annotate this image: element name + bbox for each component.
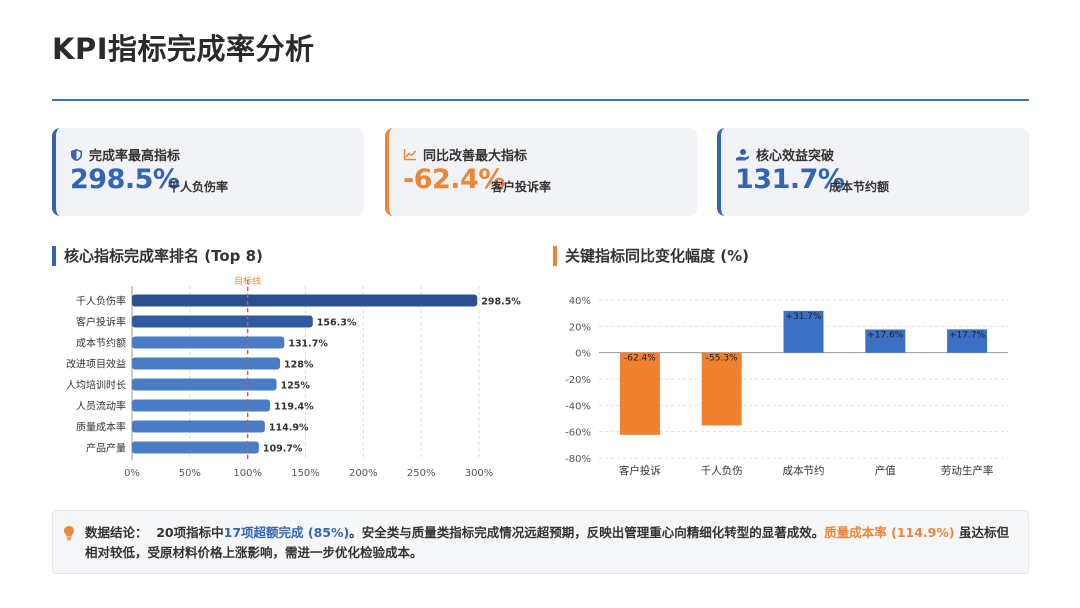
bar — [947, 329, 988, 353]
x-tick-label: 200% — [349, 468, 378, 479]
x-tick-label: 0% — [124, 468, 140, 479]
kpi-value: 298.5% — [70, 164, 180, 195]
bar — [132, 441, 259, 454]
page-title: KPI指标完成率分析 — [52, 32, 315, 66]
kpi-card-top-completion: 完成率最高指标 298.5% 千人负伤率 — [52, 128, 364, 216]
shield-icon — [71, 148, 82, 161]
kpi-sub-label: 千人负伤率 — [168, 180, 229, 194]
bar — [132, 357, 281, 370]
kpi-card-core-benefit: 核心效益突破 131.7% 成本节约额 — [717, 128, 1029, 216]
bar — [865, 329, 906, 353]
bar — [132, 399, 271, 412]
kpi-card-header: 同比改善最大指标 — [403, 145, 527, 164]
bar — [132, 378, 277, 391]
right-chart-title: 关键指标同比变化幅度 (%) — [553, 246, 749, 266]
conclusion-text-2: 。安全类与质量类指标完成情况远超预期，反映出管理重心向精细化转型的显著成效。 — [349, 525, 825, 540]
kpi-value: 131.7% — [735, 164, 845, 195]
conclusion-label: 数据结论： — [85, 525, 148, 540]
kpi-label: 完成率最高指标 — [89, 149, 181, 164]
bar — [132, 315, 313, 328]
category-label: 客户投诉 — [619, 464, 661, 477]
value-label: 156.3% — [317, 318, 357, 329]
kpi-sub-label: 成本节约额 — [829, 180, 890, 194]
x-tick-label: 150% — [291, 468, 320, 479]
kpi-sub-label: 客户投诉率 — [491, 180, 552, 194]
value-label: 114.9% — [269, 423, 309, 434]
conclusion-box: 数据结论： 20项指标中17项超额完成 (85%)。安全类与质量类指标完成情况远… — [52, 510, 1029, 574]
value-label: 109.7% — [263, 444, 303, 455]
conclusion-text-3: 虽达标但相对较低，受原材料价格上涨影响，需进一步优化检验成本。 — [85, 525, 1009, 560]
category-label: 人员流动率 — [76, 400, 126, 413]
x-tick-label: 50% — [179, 468, 201, 479]
y-tick-label: 20% — [569, 322, 591, 333]
y-tick-label: -20% — [565, 375, 591, 386]
kpi-value: -62.4% — [403, 164, 505, 195]
y-tick-label: -60% — [565, 428, 591, 439]
value-label: 125% — [281, 381, 311, 392]
completion-ranking-chart: 0% 50% 100% 150% 200% 250% 300% 千人负伤率 298.5% 客户投诉… — [66, 276, 521, 479]
x-tick-label: 100% — [233, 468, 262, 479]
value-label: 131.7% — [288, 339, 328, 350]
kpi-card-header: 完成率最高指标 — [70, 145, 180, 164]
conclusion-text: 数据结论： 20项指标中17项超额完成 (85%)。安全类与质量类指标完成情况远… — [85, 523, 1018, 563]
category-label: 产品产量 — [86, 442, 126, 455]
category-label: 千人负伤率 — [76, 295, 126, 308]
bar — [783, 310, 824, 353]
y-tick-label: -40% — [565, 401, 591, 412]
value-label: 298.5% — [481, 297, 521, 308]
category-label: 千人负伤 — [701, 464, 743, 477]
category-label: 改进项目效益 — [66, 358, 126, 371]
bar — [701, 352, 742, 426]
bar — [132, 336, 285, 349]
bar — [619, 352, 660, 435]
x-tick-label: 250% — [407, 468, 436, 479]
lightbulb-icon — [64, 526, 74, 541]
hand-coin-icon — [736, 148, 749, 160]
category-label: 成本节约额 — [76, 337, 126, 350]
y-tick-label: 40% — [569, 296, 591, 307]
kpi-card-best-yoy: 同比改善最大指标 -62.4% 客户投诉率 — [385, 128, 697, 216]
kpi-label: 核心效益突破 — [756, 149, 835, 164]
bar — [132, 294, 478, 307]
left-chart-title: 核心指标完成率排名 (Top 8) — [52, 246, 263, 266]
category-label: 成本节约 — [783, 464, 825, 477]
category-label: 产值 — [875, 464, 896, 477]
category-label: 质量成本率 — [76, 421, 126, 434]
line-chart-icon — [403, 149, 417, 161]
bar — [132, 420, 265, 433]
yoy-change-chart: 40% 20% 0% -20% -40% -60% -80% -62.4% 客户投诉 -55.3%… — [565, 296, 1008, 477]
kpi-card-header: 核心效益突破 — [735, 145, 834, 164]
category-label: 劳动生产率 — [941, 464, 994, 477]
value-label: 128% — [284, 360, 314, 371]
y-tick-label: 0% — [575, 349, 591, 360]
kpi-label: 同比改善最大指标 — [423, 149, 528, 164]
value-label: +31.7% — [785, 312, 822, 322]
conclusion-text-1: 20项指标中 — [156, 525, 224, 540]
category-label: 客户投诉率 — [76, 316, 126, 329]
value-label: 119.4% — [274, 402, 314, 413]
conclusion-highlight-exceeded: 17项超额完成 (85%) — [223, 525, 350, 540]
y-tick-label: -80% — [565, 454, 591, 465]
target-line-label: 目标线 — [234, 276, 261, 287]
value-label: -55.3% — [706, 354, 738, 364]
value-label: +17.6% — [867, 330, 904, 340]
category-label: 人均培训时长 — [66, 379, 126, 392]
value-label: -62.4% — [624, 354, 656, 364]
value-label: +17.7% — [949, 330, 986, 340]
conclusion-highlight-quality-cost: 质量成本率 (114.9%) — [824, 525, 955, 540]
title-divider — [52, 99, 1029, 101]
x-tick-label: 300% — [465, 468, 494, 479]
